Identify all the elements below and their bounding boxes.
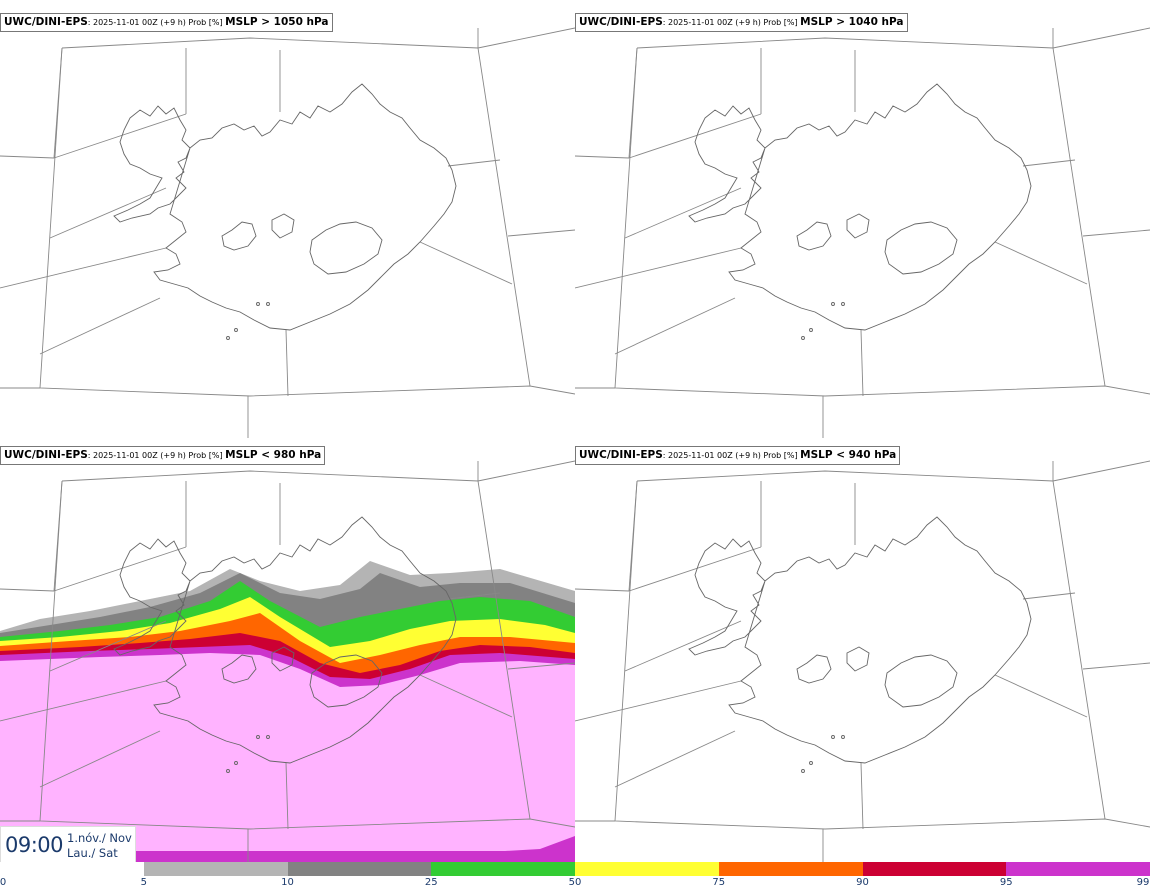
map-panel-mslp-lt-940: UWC/DINI-EPS: 2025-11-01 00Z (+9 h) Prob… bbox=[575, 441, 1150, 871]
probability-bands bbox=[0, 561, 575, 871]
colorbar-segment bbox=[718, 862, 863, 876]
lat-lon-grid bbox=[0, 27, 575, 438]
colorbar-tick-label: 10 bbox=[281, 877, 294, 888]
colorbar-tick-label: 95 bbox=[999, 877, 1013, 888]
map-canvas bbox=[575, 27, 1150, 438]
colorbar-tick-label: 99 bbox=[1136, 877, 1150, 888]
colorbar-segment bbox=[575, 862, 719, 876]
valid-time-box: 09:00 1.nóv./ Nov Lau./ Sat bbox=[0, 826, 136, 864]
colorbar-segment bbox=[862, 862, 1007, 876]
colorbar-segment bbox=[143, 862, 288, 876]
valid-date-line2: Lau./ Sat bbox=[67, 846, 118, 860]
valid-date: 1.nóv./ Nov Lau./ Sat bbox=[67, 831, 132, 861]
colorbar-tick-label: 50 bbox=[568, 877, 582, 888]
iceland-coastline bbox=[688, 516, 1032, 773]
iceland-coastline bbox=[113, 83, 457, 340]
panel-title: UWC/DINI-EPS: 2025-11-01 00Z (+9 h) Prob… bbox=[575, 446, 901, 465]
panel-title: UWC/DINI-EPS: 2025-11-01 00Z (+9 h) Prob… bbox=[0, 446, 326, 465]
lat-lon-grid bbox=[575, 27, 1150, 438]
panel-title: UWC/DINI-EPS: 2025-11-01 00Z (+9 h) Prob… bbox=[575, 13, 908, 32]
map-canvas bbox=[575, 460, 1150, 871]
map-panel-mslp-lt-980: UWC/DINI-EPS: 2025-11-01 00Z (+9 h) Prob… bbox=[0, 441, 575, 871]
colorbar-segment bbox=[1006, 862, 1150, 876]
colorbar-tick-label: 25 bbox=[424, 877, 438, 888]
colorbar-segment bbox=[0, 862, 144, 876]
map-panel-mslp-gt-1040: UWC/DINI-EPS: 2025-11-01 00Z (+9 h) Prob… bbox=[575, 8, 1150, 438]
colorbar-tick-label: 0 bbox=[0, 877, 7, 888]
colorbar-tick-label: 75 bbox=[712, 877, 726, 888]
valid-time: 09:00 bbox=[5, 833, 64, 857]
lat-lon-grid bbox=[0, 460, 575, 871]
panel-title: UWC/DINI-EPS: 2025-11-01 00Z (+9 h) Prob… bbox=[0, 13, 333, 32]
lat-lon-grid bbox=[575, 460, 1150, 871]
probability-colorbar: 0 5 10 25 50 75 90 95 99 bbox=[0, 862, 1150, 891]
iceland-coastline bbox=[113, 516, 457, 773]
map-canvas bbox=[0, 27, 575, 438]
colorbar-tick-label: 90 bbox=[856, 877, 869, 888]
colorbar-segment bbox=[287, 862, 432, 876]
valid-date-line1: 1.nóv./ Nov bbox=[67, 831, 132, 845]
iceland-coastline bbox=[688, 83, 1032, 340]
map-panel-mslp-gt-1050: UWC/DINI-EPS: 2025-11-01 00Z (+9 h) Prob… bbox=[0, 8, 575, 438]
map-canvas bbox=[0, 460, 575, 871]
colorbar-segment bbox=[431, 862, 575, 876]
colorbar-tick-label: 5 bbox=[140, 877, 147, 888]
probability-band bbox=[0, 653, 575, 851]
